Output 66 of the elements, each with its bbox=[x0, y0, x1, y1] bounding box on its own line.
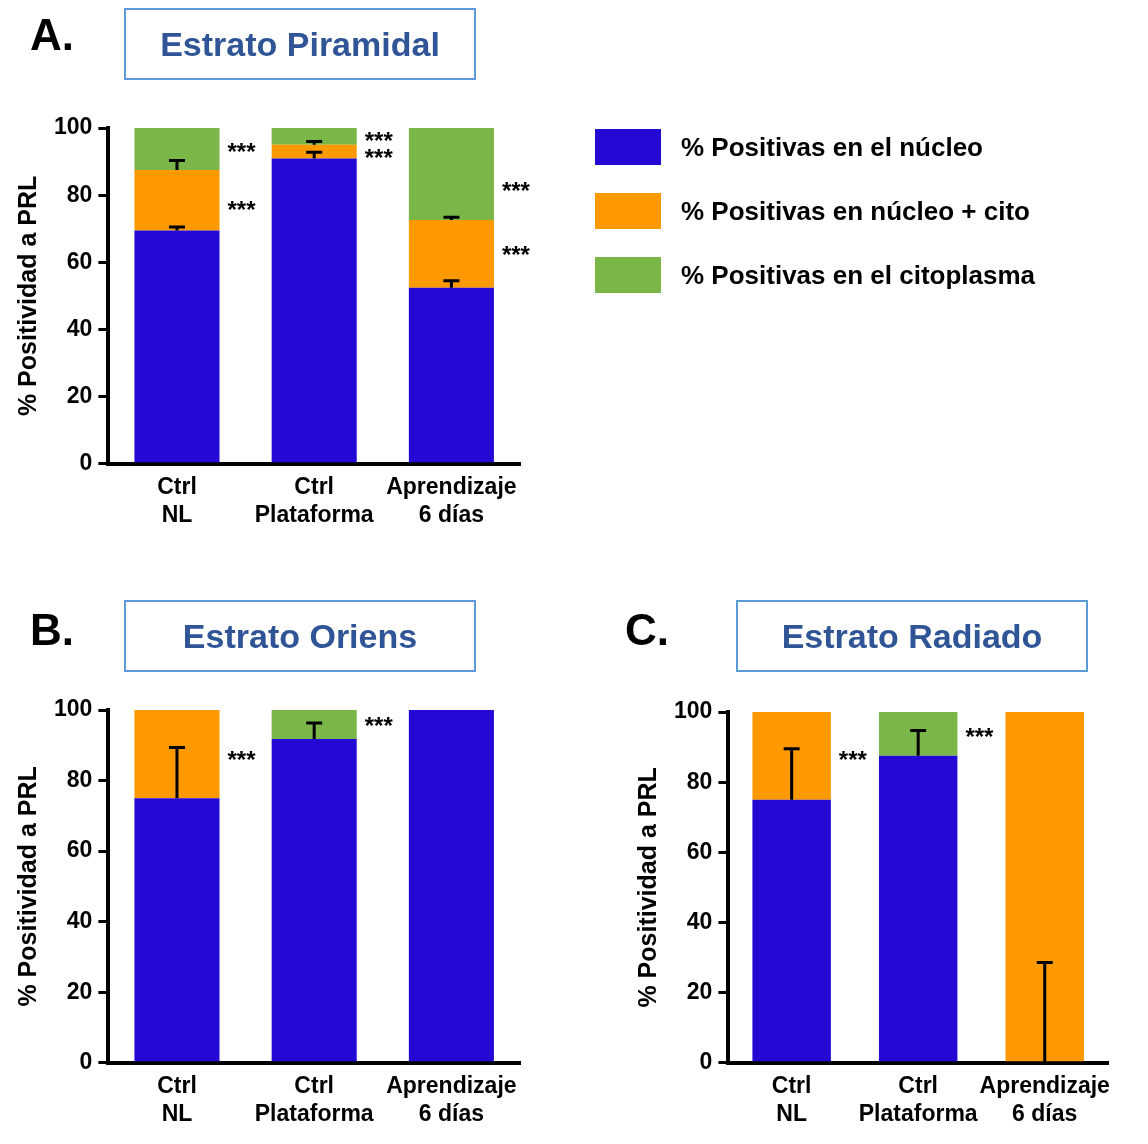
chart-title: Estrato Piramidal bbox=[124, 8, 476, 80]
bar bbox=[1005, 712, 1084, 1062]
annotation: *** bbox=[838, 745, 868, 773]
chart-title: Estrato Oriens bbox=[124, 600, 476, 672]
x-tick-label: Ctrl Plataforma bbox=[858, 1071, 978, 1126]
bar bbox=[134, 128, 220, 170]
bar bbox=[271, 710, 357, 739]
y-tick-label: 40 bbox=[66, 314, 93, 341]
chart-title: Estrato Radiado bbox=[736, 600, 1088, 672]
annotation: *** bbox=[965, 723, 995, 751]
y-axis-title: % Positividad a PRL bbox=[632, 767, 661, 1008]
y-tick-label: 80 bbox=[66, 180, 93, 207]
bar bbox=[408, 128, 494, 221]
y-tick-label: 0 bbox=[79, 449, 93, 476]
text: C. bbox=[625, 605, 669, 655]
text: B. bbox=[30, 605, 74, 655]
bar bbox=[878, 712, 958, 756]
bar bbox=[271, 738, 357, 1062]
legend-label: % Positivas en el núcleo bbox=[681, 131, 983, 163]
y-tick-label: 100 bbox=[674, 697, 713, 724]
bar bbox=[752, 712, 831, 800]
y-axis-title: % Positividad a PRL bbox=[12, 175, 41, 417]
x-tick-label: Aprendizaje 6 días bbox=[386, 1071, 517, 1126]
text: A. bbox=[30, 10, 74, 60]
x-tick-label: Ctrl Plataforma bbox=[254, 472, 374, 527]
y-tick-label: 20 bbox=[66, 381, 93, 408]
y-tick-label: 80 bbox=[66, 765, 93, 792]
y-tick-label: 60 bbox=[686, 837, 713, 864]
bar bbox=[408, 710, 494, 1062]
legend-label: % Positivas en núcleo + cito bbox=[681, 195, 1030, 227]
y-tick-label: 40 bbox=[686, 907, 713, 934]
bar bbox=[271, 158, 357, 463]
y-tick-label: 80 bbox=[686, 767, 713, 794]
y-tick-label: 60 bbox=[66, 247, 93, 274]
bar bbox=[408, 287, 494, 463]
bar bbox=[271, 144, 357, 159]
x-tick-label: Aprendizaje 6 días bbox=[979, 1071, 1110, 1126]
bar bbox=[134, 230, 220, 463]
bar bbox=[408, 220, 494, 288]
x-tick-label: Aprendizaje 6 días bbox=[386, 472, 517, 527]
annotation: *** bbox=[501, 177, 531, 205]
y-tick-label: 0 bbox=[699, 1048, 713, 1075]
annotation: *** bbox=[227, 195, 257, 223]
y-tick-label: 40 bbox=[66, 907, 93, 934]
legend-label: % Positivas en el citoplasma bbox=[681, 259, 1036, 291]
y-tick-label: 20 bbox=[686, 977, 713, 1004]
y-tick-label: 100 bbox=[54, 113, 93, 140]
y-tick-label: 60 bbox=[66, 836, 93, 863]
y-tick-label: 0 bbox=[79, 1048, 93, 1075]
y-tick-label: 20 bbox=[66, 977, 93, 1004]
bar bbox=[134, 798, 220, 1062]
bar bbox=[878, 755, 958, 1062]
y-axis-title: % Positividad a PRL bbox=[12, 766, 41, 1007]
annotation: *** bbox=[501, 240, 531, 268]
bar bbox=[271, 128, 357, 145]
x-tick-label: Ctrl NL bbox=[157, 1071, 197, 1126]
x-tick-label: Ctrl NL bbox=[771, 1071, 812, 1126]
bar bbox=[134, 169, 220, 231]
x-tick-label: Ctrl NL bbox=[157, 472, 197, 527]
annotation: *** bbox=[364, 712, 394, 740]
x-tick-label: Ctrl Plataforma bbox=[254, 1071, 374, 1126]
bar bbox=[752, 799, 831, 1062]
annotation: *** bbox=[227, 745, 257, 773]
annotation: *** bbox=[227, 138, 257, 166]
bar bbox=[134, 710, 220, 799]
y-tick-label: 100 bbox=[54, 695, 93, 722]
